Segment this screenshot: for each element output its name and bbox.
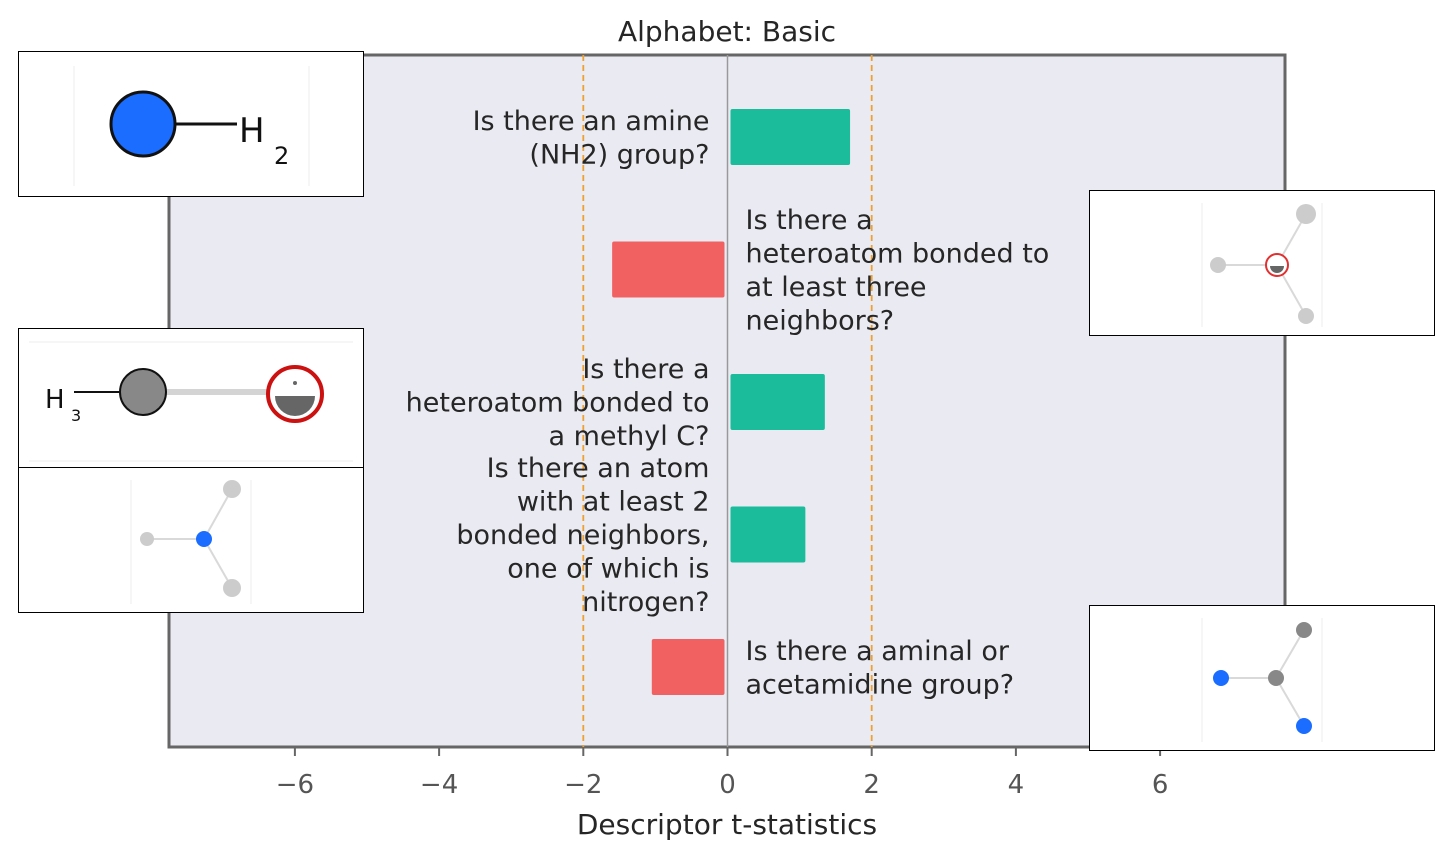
- carbon-atom-icon: [1268, 670, 1284, 686]
- chart-title: Alphabet: Basic: [618, 15, 836, 48]
- x-tick-label: −2: [564, 770, 602, 800]
- methyl-hydrogen-label: H: [45, 385, 65, 415]
- bar-label: Is there a heteroatom bonded to a methyl C…: [406, 354, 710, 452]
- bar: [612, 241, 725, 298]
- bar: [730, 374, 825, 430]
- carbon-atom-icon: [1296, 622, 1312, 638]
- x-axis-label: Descriptor t-statistics: [577, 808, 877, 841]
- nitrogen-atom-icon: [1296, 718, 1312, 734]
- x-tick-label: 2: [863, 770, 880, 800]
- bar-label: Is there a aminal or acetamidine group?: [746, 636, 1015, 701]
- neighbor-atom-icon: [1296, 204, 1316, 224]
- neighbor-atom-icon: [223, 480, 241, 498]
- x-tick-label: −4: [420, 770, 458, 800]
- nitrogen-atom-icon: [196, 531, 212, 547]
- neighbor-atom-icon: [223, 579, 241, 597]
- molecule-heteroatom-three-neighbors-image: [1089, 190, 1435, 336]
- hydrogen-subscript: 2: [274, 142, 289, 170]
- bar-label: Is there a heteroatom bonded to at least t…: [746, 205, 1050, 337]
- molecule-amine-image: H 2: [18, 51, 364, 197]
- bar-label: Is there an amine (NH2) group?: [473, 106, 710, 171]
- molecule-aminal-image: [1089, 605, 1435, 751]
- nitrogen-atom-icon: [109, 90, 177, 158]
- bar: [730, 109, 851, 165]
- hydrogen-label: H: [239, 111, 265, 151]
- x-tick-label: 0: [719, 770, 736, 800]
- molecule-nitrogen-neighbor-image: [18, 467, 364, 613]
- bar-label: Is there an atom with at least 2 bonded ne…: [456, 453, 709, 618]
- x-axis-ticks: −6 −4 −2 0 2 4 6: [276, 747, 1169, 800]
- x-tick-label: 6: [1152, 770, 1169, 800]
- neighbor-atom-icon: [1210, 257, 1226, 273]
- bar: [651, 639, 725, 695]
- x-tick-label: −6: [276, 770, 314, 800]
- bars: [612, 109, 851, 695]
- heteroatom-icon: [1265, 253, 1289, 277]
- reference-lines: [582, 55, 873, 747]
- bar: [730, 506, 806, 563]
- methyl-hydrogen-subscript: 3: [71, 406, 81, 425]
- molecule-methyl-heteroatom-image: H 3: [18, 328, 364, 474]
- neighbor-atom-icon: [140, 532, 154, 546]
- nitrogen-atom-icon: [1213, 670, 1229, 686]
- methyl-carbon-icon: [119, 368, 167, 416]
- neighbor-atom-icon: [1298, 308, 1314, 324]
- x-tick-label: 4: [1008, 770, 1025, 800]
